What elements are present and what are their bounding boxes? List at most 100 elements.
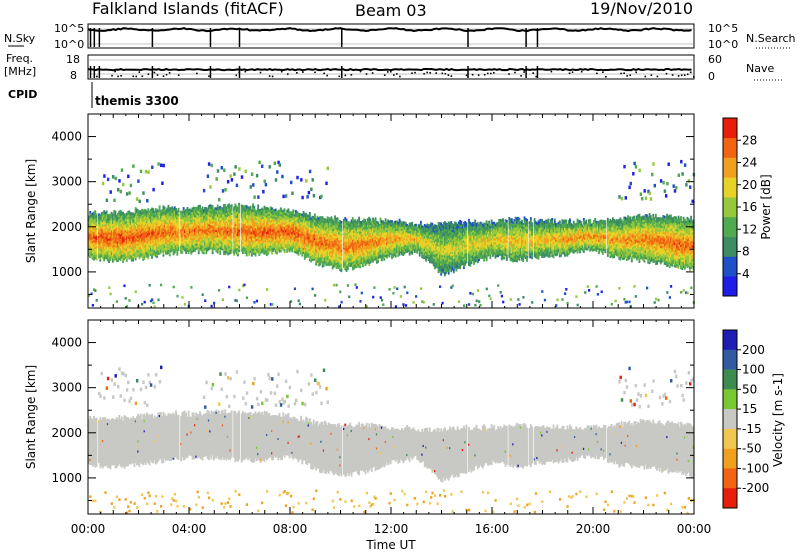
nave-dot xyxy=(326,75,328,77)
near-scatter-cell xyxy=(151,298,153,301)
far-scatter-cell xyxy=(253,195,255,199)
scatter-cell xyxy=(288,208,290,210)
nave-dot xyxy=(678,75,680,77)
near-scatter-cell xyxy=(128,299,130,302)
nave-dot xyxy=(487,73,489,75)
near-scatter-cell xyxy=(228,286,230,289)
far-scatter-cell xyxy=(163,164,165,168)
far-scatter-cell xyxy=(145,170,147,174)
far-scatter-cell xyxy=(224,188,226,192)
far-scatter-cell xyxy=(261,165,263,169)
scatter-cell xyxy=(178,238,180,240)
far-scatter-cell xyxy=(274,162,276,166)
nave-dot xyxy=(399,76,401,78)
far-scatter-cell xyxy=(106,199,108,203)
nave-label: Nave xyxy=(746,62,774,75)
near-scatter-cell xyxy=(312,288,314,291)
scatter-cell xyxy=(271,252,273,254)
nave-dot xyxy=(635,71,637,73)
scatter-cell xyxy=(238,227,240,229)
scatter-cell xyxy=(231,208,233,210)
scatter-cell xyxy=(252,203,254,205)
far-scatter-cell xyxy=(127,175,129,179)
nave-dot xyxy=(508,73,510,75)
nave-dot xyxy=(384,74,386,76)
near-scatter-cell xyxy=(144,301,146,304)
nave-dot xyxy=(520,75,522,77)
near-scatter-cell xyxy=(152,302,154,305)
far-scatter-cell xyxy=(320,195,322,199)
scatter-cell xyxy=(178,218,180,220)
scatter-cell xyxy=(280,207,282,209)
scatter-cell xyxy=(231,215,233,217)
scatter-cell xyxy=(156,255,158,257)
freq-label-line2: [MHz] xyxy=(4,65,36,78)
near-scatter-cell xyxy=(110,293,112,296)
nave-dot xyxy=(372,72,374,74)
nave-dot xyxy=(478,74,480,76)
near-scatter-cell xyxy=(236,300,238,303)
nave-dot xyxy=(157,74,159,76)
scatter-cell xyxy=(96,246,98,248)
far-scatter-cell xyxy=(139,200,141,204)
nave-dot xyxy=(484,74,486,76)
nave-dot xyxy=(451,75,453,77)
far-scatter-cell xyxy=(234,165,236,169)
far-scatter-cell xyxy=(147,170,149,174)
far-scatter-cell xyxy=(285,194,287,198)
scatter-cell xyxy=(332,218,334,220)
freq-right-tick-top: 60 xyxy=(708,53,722,66)
near-scatter-cell xyxy=(339,291,341,294)
far-scatter-cell xyxy=(256,174,258,178)
near-scatter-cell xyxy=(299,303,301,306)
far-scatter-cell xyxy=(217,169,219,173)
nave-dot xyxy=(581,71,583,73)
near-scatter-cell xyxy=(341,301,343,304)
far-scatter-cell xyxy=(161,182,163,186)
nave-dot xyxy=(111,75,113,77)
near-scatter-cell xyxy=(347,284,349,287)
far-scatter-cell xyxy=(122,183,124,187)
far-scatter-cell xyxy=(103,174,105,178)
noise-panel: N.Sky 10^5 10^0 10^5 10^0 N.Search xyxy=(4,22,796,51)
nave-dot xyxy=(351,74,353,76)
nave-dot xyxy=(666,73,668,75)
far-scatter-cell xyxy=(160,164,162,168)
scatter-cell xyxy=(96,240,98,242)
far-scatter-cell xyxy=(146,199,148,203)
scatter-cell xyxy=(238,248,240,250)
near-scatter-cell xyxy=(135,290,137,293)
far-scatter-cell xyxy=(312,178,314,182)
nave-dot xyxy=(657,76,659,78)
station-title: Falkland Islands (fitACF) xyxy=(92,0,284,18)
far-scatter-cell xyxy=(130,184,132,188)
scatter-cell xyxy=(147,257,149,259)
nave-dot xyxy=(690,72,692,74)
nave-dot xyxy=(235,75,237,77)
far-scatter-cell xyxy=(126,192,128,196)
nave-dot xyxy=(139,71,141,73)
near-scatter-cell xyxy=(116,300,118,303)
far-scatter-cell xyxy=(107,178,109,182)
far-scatter-cell xyxy=(157,162,159,166)
near-scatter-cell xyxy=(173,286,175,289)
nave-dot xyxy=(314,72,316,74)
cpid-panel: CPID themis 3300 xyxy=(8,82,179,108)
nave-dot xyxy=(626,75,628,77)
scatter-cell xyxy=(96,234,98,236)
far-scatter-cell xyxy=(221,166,223,170)
scatter-cell xyxy=(183,207,185,209)
scatter-cell xyxy=(231,204,233,206)
far-scatter-cell xyxy=(301,196,303,200)
nave-dot xyxy=(296,72,298,74)
far-scatter-cell xyxy=(305,179,307,183)
nave-dot xyxy=(623,72,625,74)
far-scatter-cell xyxy=(218,198,220,202)
nave-dot xyxy=(166,74,168,76)
freq-spikes xyxy=(91,66,538,78)
scatter-cell xyxy=(275,209,277,211)
far-scatter-cell xyxy=(325,182,327,186)
nave-dot xyxy=(523,71,525,73)
nave-dot xyxy=(287,73,289,75)
nave-dot xyxy=(269,75,271,77)
